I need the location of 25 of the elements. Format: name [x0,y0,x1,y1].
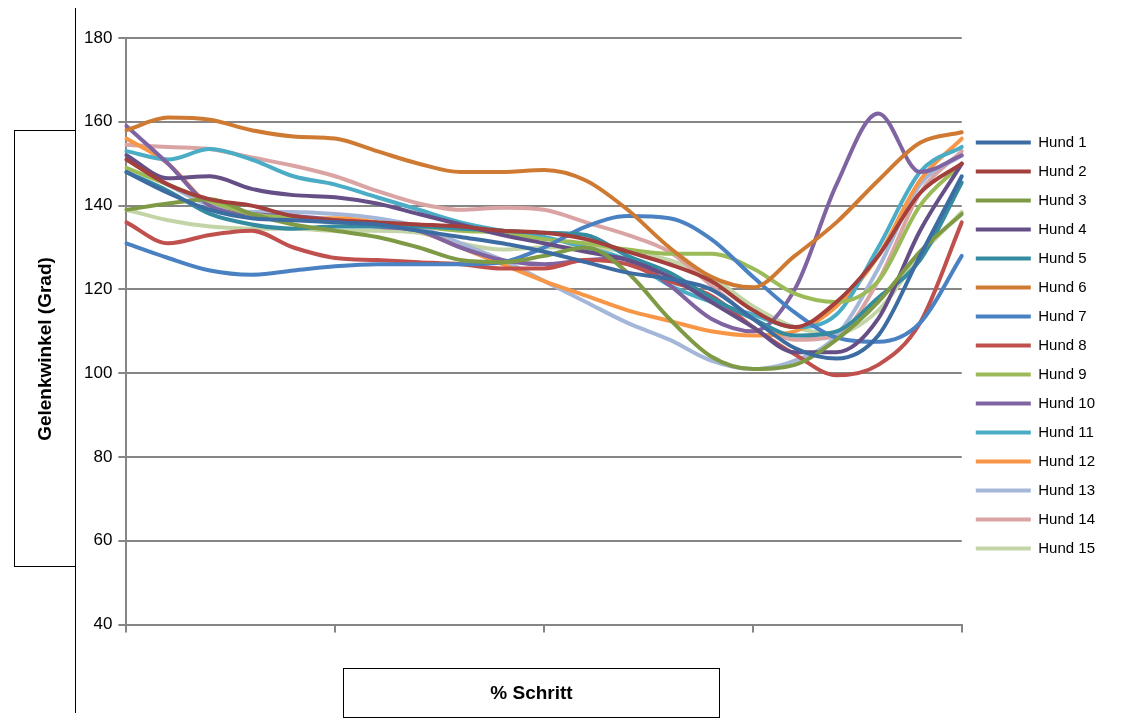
legend-label: Hund 9 [1038,364,1087,382]
y-tick-label: 160 [83,111,113,131]
legend-label: Hund 13 [1038,480,1096,498]
legend-label: Hund 12 [1038,451,1096,469]
y-tick-label: 80 [93,446,113,466]
legend-label: Hund 1 [1038,132,1087,150]
y-tick-label: 100 [83,362,113,382]
legend-label: Hund 7 [1038,306,1087,324]
y-axis-title: Gelenkwinkel (Grad) [34,256,56,441]
y-tick-label: 60 [93,530,113,550]
legend-label: Hund 2 [1038,161,1087,179]
y-tick-label: 40 [93,614,113,634]
legend-label: Hund 14 [1038,509,1096,527]
legend-label: Hund 11 [1038,422,1094,440]
y-tick-label: 140 [83,195,113,215]
legend-label: Hund 15 [1038,538,1096,556]
legend-label: Hund 5 [1038,248,1087,266]
legend-label: Hund 4 [1038,219,1087,237]
legend-label: Hund 6 [1038,277,1087,295]
x-axis-title: % Schritt [343,668,720,718]
y-tick-label: 120 [83,279,113,299]
legend-label: Hund 3 [1038,190,1087,208]
y-tick-label: 180 [83,27,113,47]
legend-label: Hund 10 [1038,393,1096,411]
legend-label: Hund 8 [1038,335,1087,353]
